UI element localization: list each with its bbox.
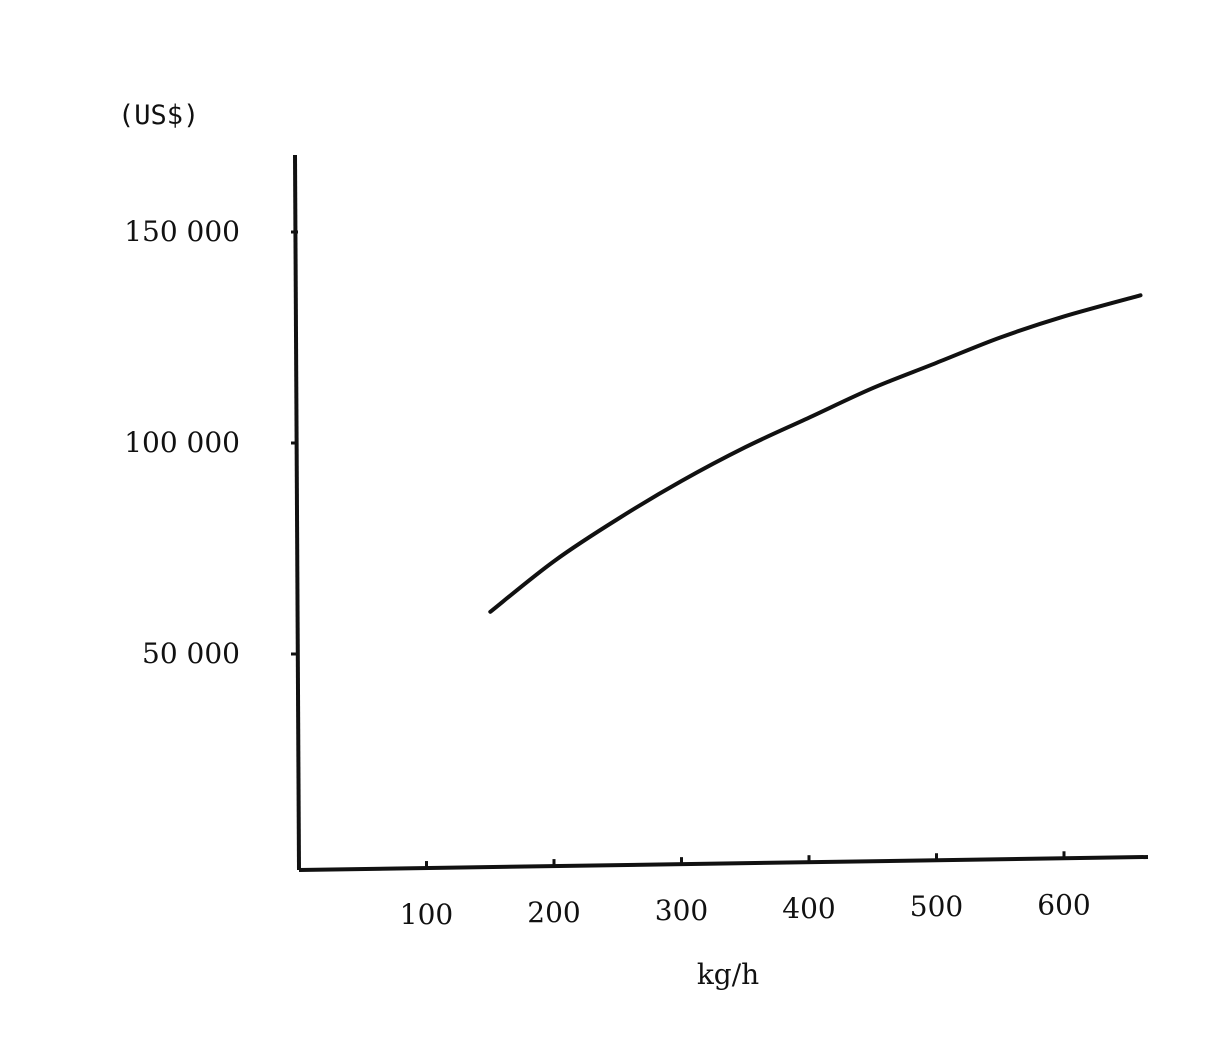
y-axis-unit-label: (US$) bbox=[118, 100, 199, 131]
y-tick-label: 150 000 bbox=[124, 215, 240, 248]
x-tick-label: 100 bbox=[400, 898, 453, 931]
y-axis-ticks: 50 000 100 000 150 000 bbox=[124, 215, 298, 670]
y-axis-line bbox=[293, 154, 301, 871]
series-line bbox=[488, 293, 1143, 614]
x-tick-label: 600 bbox=[1037, 888, 1090, 921]
y-tick-label: 100 000 bbox=[124, 426, 240, 459]
x-axis-ticks: 100 200 300 400 500 600 bbox=[400, 851, 1091, 931]
x-tick-label: 200 bbox=[527, 896, 580, 929]
x-tick-label: 300 bbox=[655, 894, 708, 927]
x-axis-line bbox=[298, 855, 1149, 872]
x-tick-label: 400 bbox=[782, 892, 835, 925]
x-axis-label: kg/h bbox=[697, 958, 759, 991]
y-tick-label: 50 000 bbox=[142, 637, 240, 670]
x-tick-label: 500 bbox=[910, 890, 963, 923]
